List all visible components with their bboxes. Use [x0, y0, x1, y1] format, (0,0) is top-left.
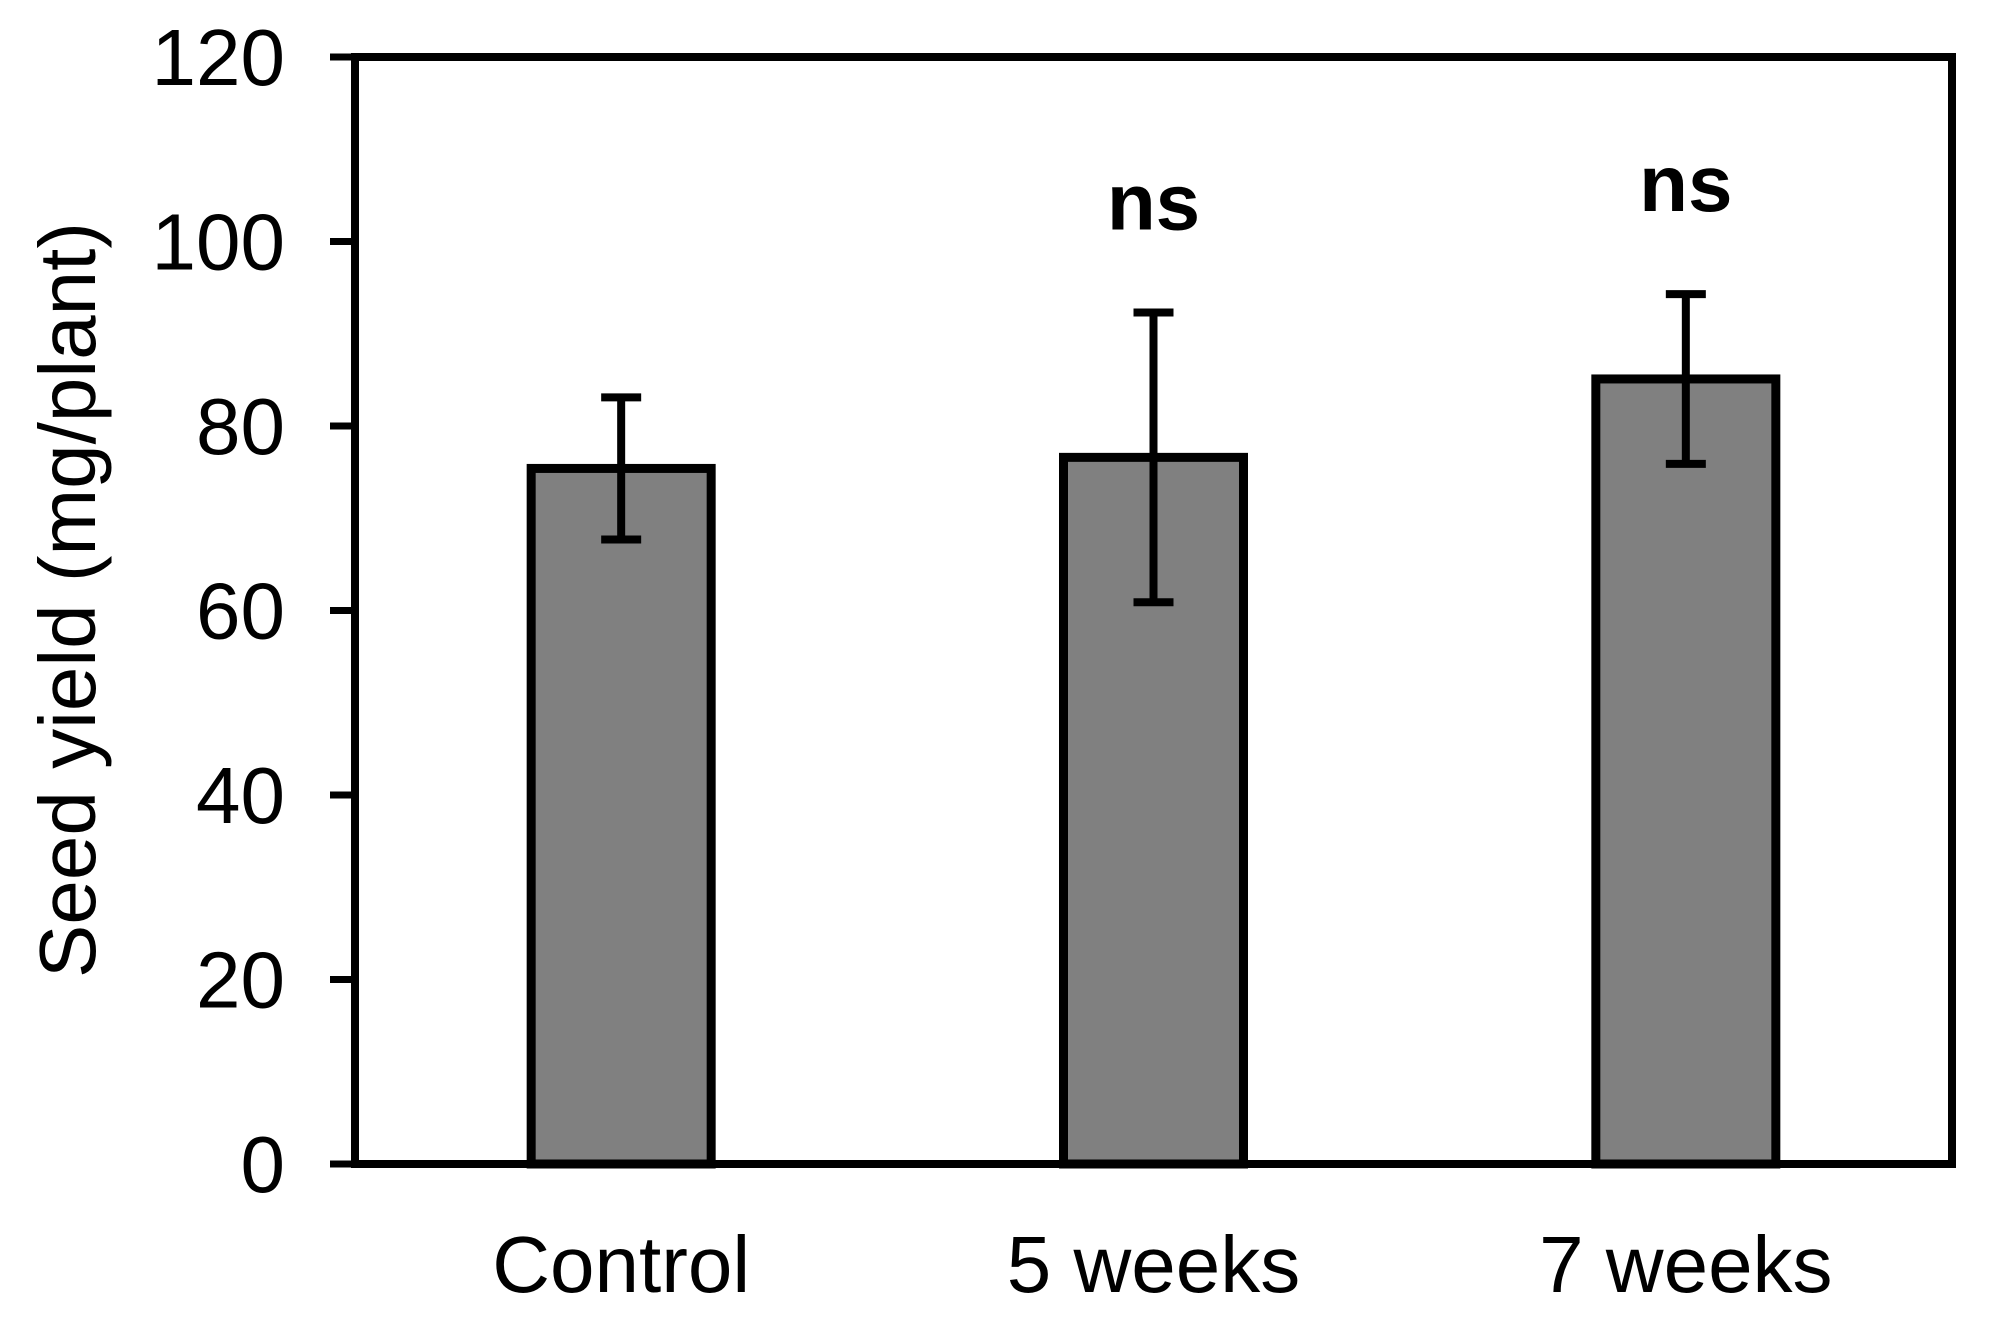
bar-7-weeks [1591, 374, 1781, 1169]
x-category-label-7-weeks: 7 weeks [1539, 1220, 1832, 1309]
y-tick-label: 60 [196, 567, 285, 656]
x-category-label-control: Control [492, 1220, 750, 1309]
y-tick-label: 20 [196, 936, 285, 1025]
significance-annotation-5-weeks: ns [1107, 158, 1200, 247]
bar-control [526, 463, 716, 1169]
y-tick-label: 40 [196, 751, 285, 840]
y-tick-label: 0 [241, 1120, 286, 1209]
y-tick-label: 100 [152, 198, 285, 287]
y-tick-label: 120 [152, 13, 285, 102]
y-tick-label: 80 [196, 382, 285, 471]
x-category-label-5-weeks: 5 weeks [1007, 1220, 1300, 1309]
significance-annotation-7-weeks: ns [1639, 139, 1732, 228]
plot-border [351, 53, 1956, 1168]
